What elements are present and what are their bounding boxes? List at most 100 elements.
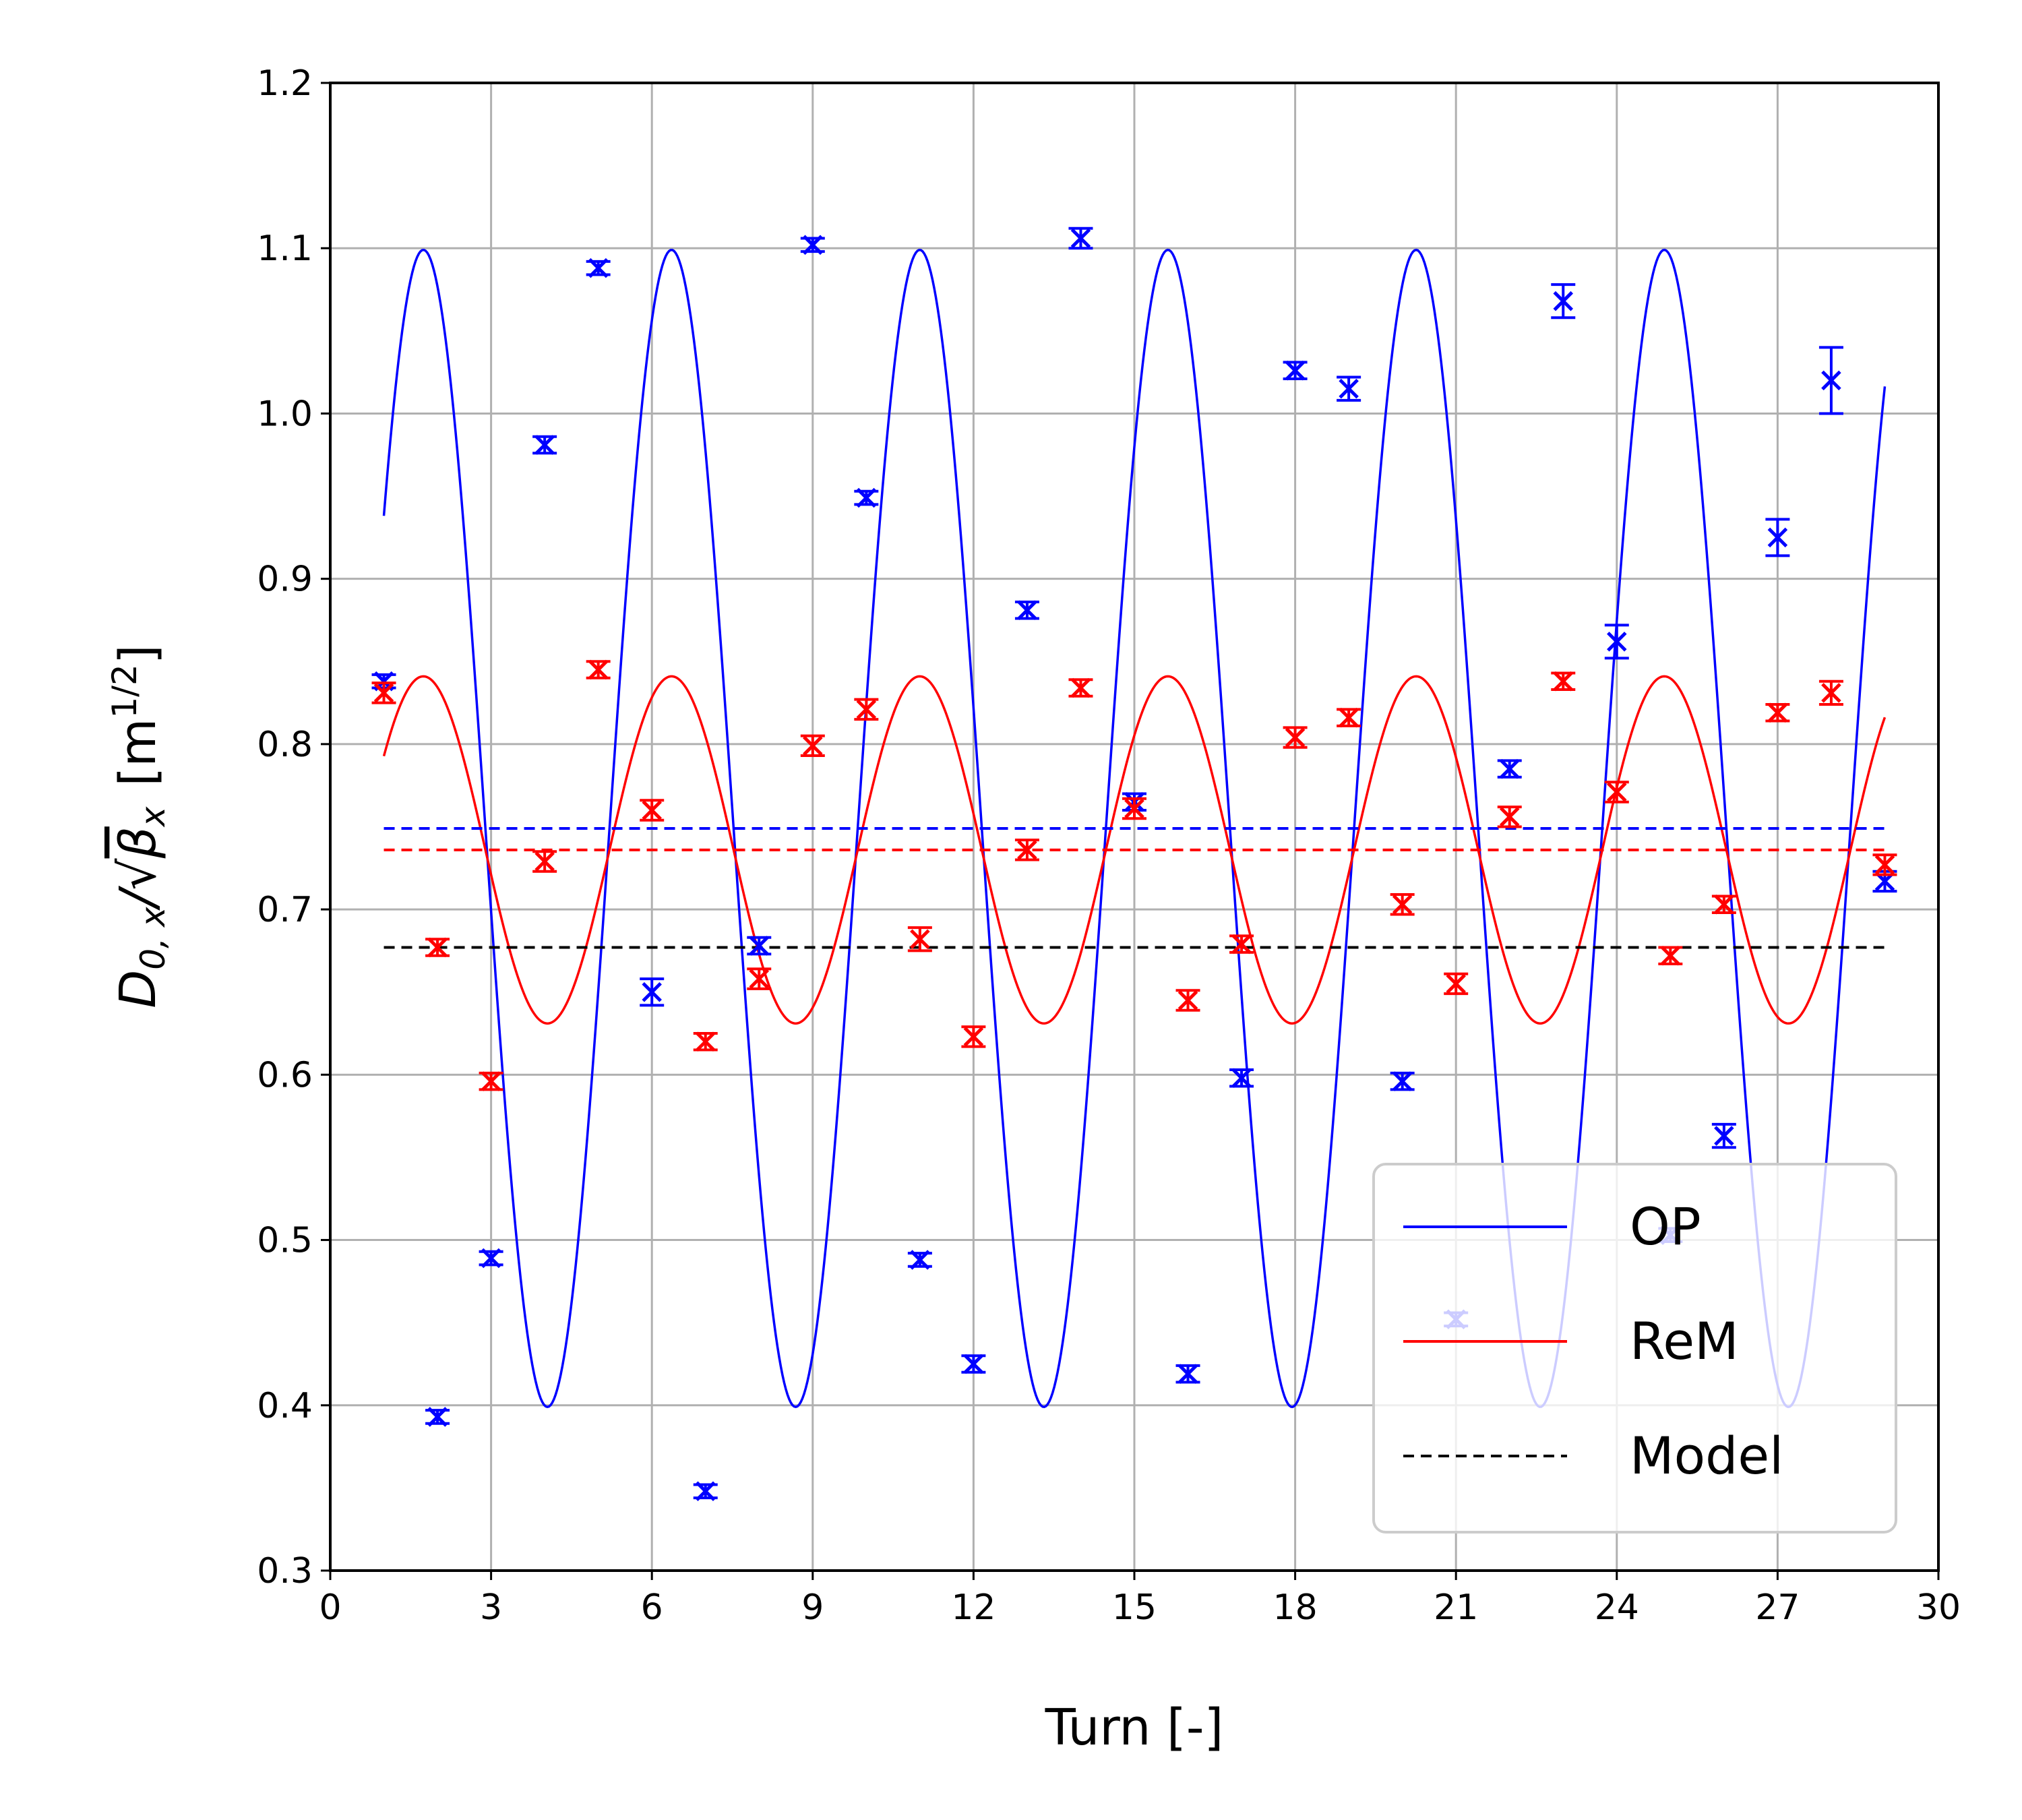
rem-point bbox=[1014, 839, 1039, 861]
y-tick-label: 0.4 bbox=[257, 1386, 313, 1426]
rem-point bbox=[747, 967, 772, 990]
rem-marker bbox=[1177, 990, 1198, 1010]
x-tick-label: 21 bbox=[1434, 1587, 1478, 1628]
op-point bbox=[1765, 518, 1790, 557]
y-axis-title: D0, x/√βx[m1/2] bbox=[105, 644, 173, 1008]
rem-marker bbox=[1285, 727, 1306, 748]
fit-curve-op bbox=[382, 248, 1887, 1409]
op-point bbox=[640, 977, 665, 1007]
rem-point bbox=[1818, 679, 1843, 706]
legend-label-op: OP bbox=[1630, 1196, 1701, 1256]
rem-point bbox=[1122, 797, 1146, 820]
op-point bbox=[747, 936, 772, 956]
op-marker bbox=[427, 1407, 448, 1427]
legend-label-rem: ReM bbox=[1630, 1311, 1739, 1371]
rem-marker bbox=[1607, 782, 1627, 802]
op-marker bbox=[588, 257, 609, 278]
y-tick-label: 0.5 bbox=[257, 1221, 313, 1261]
rem-point bbox=[1175, 989, 1200, 1012]
x-tick-label: 12 bbox=[951, 1587, 995, 1628]
op-marker bbox=[1767, 527, 1788, 548]
rem-marker bbox=[1874, 855, 1895, 875]
op-marker bbox=[1017, 600, 1037, 621]
rem-point bbox=[479, 1071, 503, 1091]
x-tick-label: 9 bbox=[801, 1587, 824, 1628]
op-marker bbox=[695, 1481, 716, 1502]
y-label-sub1: 0, x bbox=[133, 907, 173, 970]
rem-marker bbox=[1231, 934, 1252, 954]
op-marker bbox=[1392, 1071, 1413, 1091]
rem-point bbox=[1229, 934, 1254, 954]
op-point bbox=[479, 1248, 503, 1269]
legend: OP ReM Model bbox=[1372, 1163, 1897, 1534]
rem-point bbox=[640, 799, 665, 822]
x-tick-label: 24 bbox=[1595, 1587, 1639, 1628]
rem-point bbox=[371, 681, 396, 704]
rem-marker bbox=[803, 735, 823, 756]
op-marker bbox=[1231, 1068, 1252, 1089]
rem-point bbox=[1390, 893, 1415, 916]
y-label-unit-open: [m bbox=[109, 719, 167, 787]
rem-marker bbox=[642, 800, 662, 820]
op-marker bbox=[642, 981, 662, 1002]
op-point bbox=[1283, 360, 1308, 381]
y-tick-label: 0.7 bbox=[257, 890, 313, 930]
x-axis-title: Turn [-] bbox=[1045, 1699, 1224, 1757]
x-tick-label: 27 bbox=[1755, 1587, 1800, 1628]
rem-point bbox=[586, 659, 611, 680]
rem-marker bbox=[1339, 707, 1359, 728]
op-point bbox=[1068, 226, 1093, 250]
rem-marker bbox=[1446, 973, 1466, 994]
op-marker bbox=[1553, 291, 1574, 311]
y-tick-label: 1.1 bbox=[257, 229, 313, 269]
rem-marker bbox=[1392, 894, 1413, 915]
rem-marker bbox=[373, 683, 394, 703]
rem-point bbox=[1711, 894, 1736, 915]
op-point bbox=[1551, 283, 1576, 320]
rem-marker bbox=[427, 937, 448, 958]
op-marker bbox=[856, 487, 877, 508]
rem-marker bbox=[910, 929, 930, 950]
rem-point bbox=[1068, 677, 1093, 698]
op-point bbox=[961, 1354, 986, 1374]
rem-marker bbox=[856, 699, 877, 720]
rem-point bbox=[1497, 806, 1522, 828]
op-point bbox=[800, 235, 825, 255]
rem-marker bbox=[749, 969, 770, 989]
op-marker bbox=[963, 1354, 984, 1374]
y-label-sqrt: √ bbox=[109, 858, 167, 890]
y-tick-label: 1.0 bbox=[257, 394, 313, 434]
rem-point bbox=[1337, 707, 1361, 728]
rem-point bbox=[1872, 853, 1897, 876]
y-label-beta: β bbox=[109, 826, 167, 859]
y-label-unit-close: ] bbox=[109, 644, 167, 664]
op-marker bbox=[1177, 1364, 1198, 1384]
axis-ticks: 0 3 6 9 12 15 18 21 24 27 30 0.3 0.4 0.5 0.6 0.7 0.8 0.9 1… bbox=[257, 63, 1961, 1628]
y-tick-label: 0.3 bbox=[257, 1551, 313, 1591]
rem-point bbox=[907, 926, 932, 952]
x-tick-label: 15 bbox=[1112, 1587, 1157, 1628]
op-marker bbox=[534, 435, 555, 455]
rem-marker bbox=[963, 1027, 984, 1047]
op-marker bbox=[1607, 632, 1627, 652]
rem-marker bbox=[695, 1031, 716, 1052]
rem-marker bbox=[1767, 702, 1788, 723]
op-marker bbox=[910, 1250, 930, 1270]
x-tick-label: 30 bbox=[1916, 1587, 1961, 1628]
x-tick-label: 0 bbox=[319, 1587, 341, 1628]
op-point bbox=[532, 435, 557, 455]
y-tick-label: 0.6 bbox=[257, 1055, 313, 1095]
op-point bbox=[693, 1481, 718, 1502]
rem-marker bbox=[1070, 677, 1091, 698]
legend-label-model: Model bbox=[1630, 1426, 1783, 1486]
rem-marker bbox=[1660, 946, 1681, 966]
y-tick-label: 0.9 bbox=[257, 559, 313, 600]
rem-marker bbox=[1821, 683, 1841, 703]
op-point bbox=[586, 257, 611, 278]
op-point bbox=[425, 1407, 450, 1427]
op-marker bbox=[1714, 1126, 1734, 1146]
x-tick-label: 3 bbox=[480, 1587, 502, 1628]
x-tick-label: 18 bbox=[1273, 1587, 1318, 1628]
rem-point bbox=[532, 850, 557, 873]
